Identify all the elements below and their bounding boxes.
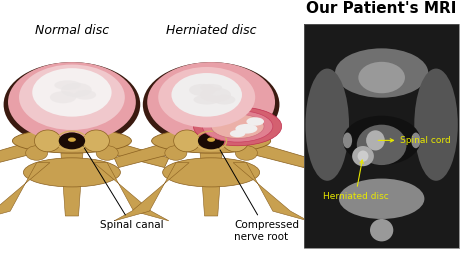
Polygon shape [114, 163, 189, 221]
Ellipse shape [189, 84, 216, 96]
Bar [304, 24, 459, 248]
Ellipse shape [213, 95, 236, 105]
Ellipse shape [305, 69, 349, 181]
Polygon shape [0, 138, 46, 168]
Ellipse shape [343, 132, 352, 148]
Ellipse shape [173, 130, 200, 152]
Ellipse shape [50, 91, 76, 103]
Ellipse shape [357, 125, 407, 165]
Ellipse shape [19, 65, 125, 130]
Ellipse shape [172, 73, 242, 117]
Ellipse shape [143, 62, 280, 147]
Ellipse shape [200, 84, 222, 91]
Ellipse shape [59, 132, 85, 149]
Ellipse shape [207, 138, 215, 142]
Ellipse shape [35, 130, 61, 152]
Ellipse shape [211, 114, 264, 138]
Ellipse shape [366, 130, 385, 151]
Polygon shape [114, 138, 185, 168]
Ellipse shape [158, 67, 255, 127]
Polygon shape [99, 138, 169, 168]
Ellipse shape [357, 151, 368, 162]
Ellipse shape [236, 124, 257, 134]
Text: Herniated disc: Herniated disc [166, 24, 256, 37]
Ellipse shape [414, 69, 458, 181]
Ellipse shape [335, 48, 428, 98]
Ellipse shape [165, 146, 187, 160]
Text: Spinal canal: Spinal canal [82, 144, 164, 230]
Ellipse shape [200, 88, 231, 102]
Ellipse shape [202, 111, 273, 142]
Text: Normal disc: Normal disc [35, 24, 109, 37]
Ellipse shape [339, 178, 424, 219]
Ellipse shape [8, 62, 136, 142]
Ellipse shape [83, 130, 109, 152]
Ellipse shape [23, 158, 120, 187]
Ellipse shape [68, 138, 76, 142]
Ellipse shape [32, 68, 111, 117]
Ellipse shape [193, 95, 220, 105]
Text: Compressed
nerve root: Compressed nerve root [217, 144, 299, 242]
Polygon shape [61, 153, 83, 216]
Ellipse shape [193, 107, 282, 146]
Ellipse shape [152, 129, 271, 153]
Ellipse shape [352, 146, 374, 166]
Ellipse shape [61, 83, 92, 97]
Ellipse shape [55, 80, 81, 90]
Ellipse shape [96, 146, 118, 160]
Polygon shape [0, 163, 50, 221]
Ellipse shape [230, 130, 245, 137]
Polygon shape [237, 138, 308, 168]
Text: Herniated disc: Herniated disc [323, 160, 388, 201]
Ellipse shape [358, 62, 405, 93]
Ellipse shape [411, 132, 420, 148]
Ellipse shape [147, 62, 275, 142]
Ellipse shape [74, 90, 96, 100]
Ellipse shape [26, 146, 48, 160]
Text: Our Patient's MRI: Our Patient's MRI [307, 1, 457, 16]
Ellipse shape [163, 158, 260, 187]
Ellipse shape [198, 132, 224, 149]
Ellipse shape [370, 219, 393, 242]
Polygon shape [200, 153, 222, 216]
Polygon shape [94, 163, 169, 221]
Ellipse shape [12, 129, 131, 153]
Text: Spinal cord: Spinal cord [378, 136, 451, 145]
Ellipse shape [343, 116, 420, 165]
Ellipse shape [246, 117, 264, 126]
Ellipse shape [222, 130, 248, 152]
Ellipse shape [4, 62, 140, 147]
Ellipse shape [236, 146, 257, 160]
Polygon shape [233, 163, 308, 221]
Bar [304, 24, 459, 248]
